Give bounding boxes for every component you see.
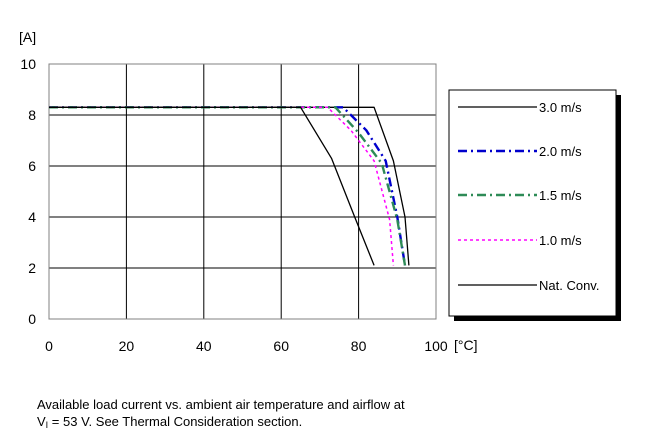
legend-label: 3.0 m/s	[539, 100, 582, 115]
y-tick-label: 10	[20, 56, 36, 72]
legend-label: 1.5 m/s	[539, 188, 582, 203]
y-axis-unit: [A]	[19, 29, 36, 45]
legend-items: 3.0 m/s 2.0 m/s 1.5 m/s 1.0 m/s Nat. Conv.	[458, 100, 599, 293]
legend-label: 1.0 m/s	[539, 233, 582, 248]
x-tick-label: 40	[196, 338, 212, 354]
caption-voltage-symbol: V	[37, 414, 46, 429]
y-tick-label: 6	[28, 158, 36, 174]
x-tick-label: 60	[273, 338, 289, 354]
series-line-3-0-m-s	[49, 106, 410, 266]
y-tick-label: 4	[28, 209, 36, 225]
series-line-1-5-m-s	[49, 106, 407, 266]
y-tick-label: 0	[28, 311, 36, 327]
y-tick-label: 2	[28, 260, 36, 276]
chart: 0 20 40 60 80 100 0 2 4 6 8 10 [A] [°C] 3.0 m/s 2.0…	[19, 29, 621, 354]
x-tick-label: 100	[424, 338, 448, 354]
y-tick-label: 8	[28, 107, 36, 123]
legend-label: 2.0 m/s	[539, 144, 582, 159]
series-line-2-0-m-s	[49, 106, 407, 266]
legend-label: Nat. Conv.	[539, 278, 599, 293]
grid-lines	[49, 64, 436, 319]
x-tick-label: 0	[45, 338, 53, 354]
plot-area-border	[48, 63, 437, 320]
caption-voltage-subscript: I	[45, 420, 49, 430]
y-tick-labels: 0 2 4 6 8 10	[20, 56, 36, 327]
legend: 3.0 m/s 2.0 m/s 1.5 m/s 1.0 m/s Nat. Conv.	[448, 89, 621, 321]
caption-line-1: Available load current vs. ambient air t…	[37, 397, 405, 412]
x-tick-label: 20	[119, 338, 135, 354]
figure-caption: Available load current vs. ambient air t…	[37, 396, 637, 434]
series-line-nat-conv	[49, 106, 375, 266]
series-line-1-0-m-s	[49, 106, 395, 266]
caption-line-2-text: = 53 V. See Thermal Consideration sectio…	[48, 414, 303, 429]
legend-box	[448, 89, 617, 317]
caption-line-2: VI = 53 V. See Thermal Consideration sec…	[37, 413, 637, 434]
x-tick-label: 80	[351, 338, 367, 354]
series-group	[49, 106, 410, 266]
x-axis-unit: [°C]	[454, 337, 478, 353]
x-tick-labels: 0 20 40 60 80 100	[45, 338, 448, 354]
